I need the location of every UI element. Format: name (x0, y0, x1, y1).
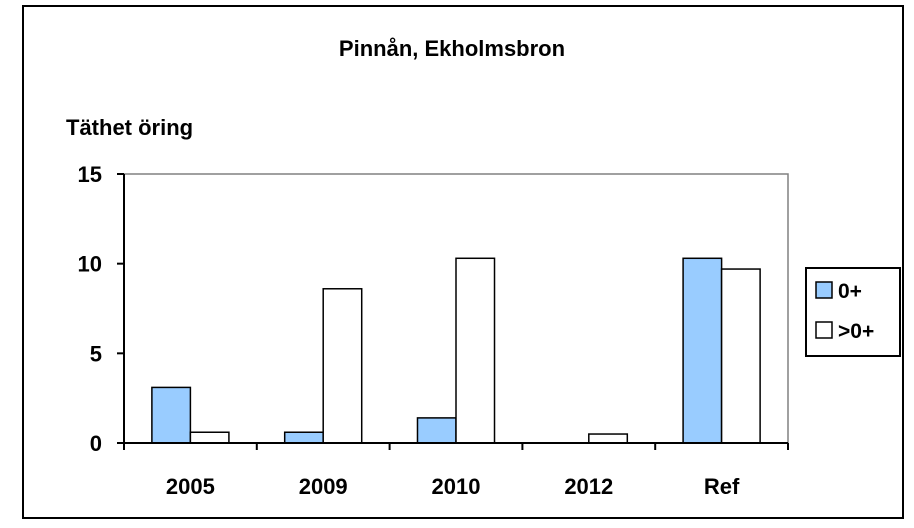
x-tick-label: 2012 (564, 474, 613, 499)
y-tick-label: 10 (78, 252, 102, 277)
bar-series-1-2010 (416, 417, 457, 444)
x-tick-label: Ref (704, 474, 740, 499)
x-tick-label: 2005 (166, 474, 215, 499)
bar-series-2-2005 (189, 431, 230, 444)
bars-group (151, 257, 761, 444)
legend: 0+ >0+ (805, 267, 901, 357)
y-tick-label: 5 (90, 341, 102, 366)
bar-series-2-2010 (455, 257, 496, 444)
y-tick-label: 0 (90, 431, 102, 456)
bar-series-2-ref (720, 268, 761, 444)
chart-title: Pinnån, Ekholmsbron (339, 36, 565, 61)
legend-label: >0+ (838, 320, 874, 343)
bar-series-1-ref (682, 257, 723, 444)
y-tick-label: 15 (78, 162, 102, 187)
legend-swatch (815, 281, 833, 299)
bar-series-2-2012 (588, 433, 629, 444)
bar-series-2-2009 (322, 288, 363, 444)
legend-label: 0+ (838, 280, 862, 303)
x-tick-label: 2010 (432, 474, 481, 499)
bar-series-1-2009 (283, 431, 324, 444)
y-axis: 0 5 10 15 (78, 162, 125, 456)
y-axis-label: Täthet öring (66, 115, 193, 140)
x-axis: 2005 2009 2010 2012 Ref (123, 442, 789, 499)
x-tick-label: 2009 (299, 474, 348, 499)
legend-swatch (815, 321, 833, 339)
bar-series-1-2005 (151, 386, 192, 444)
